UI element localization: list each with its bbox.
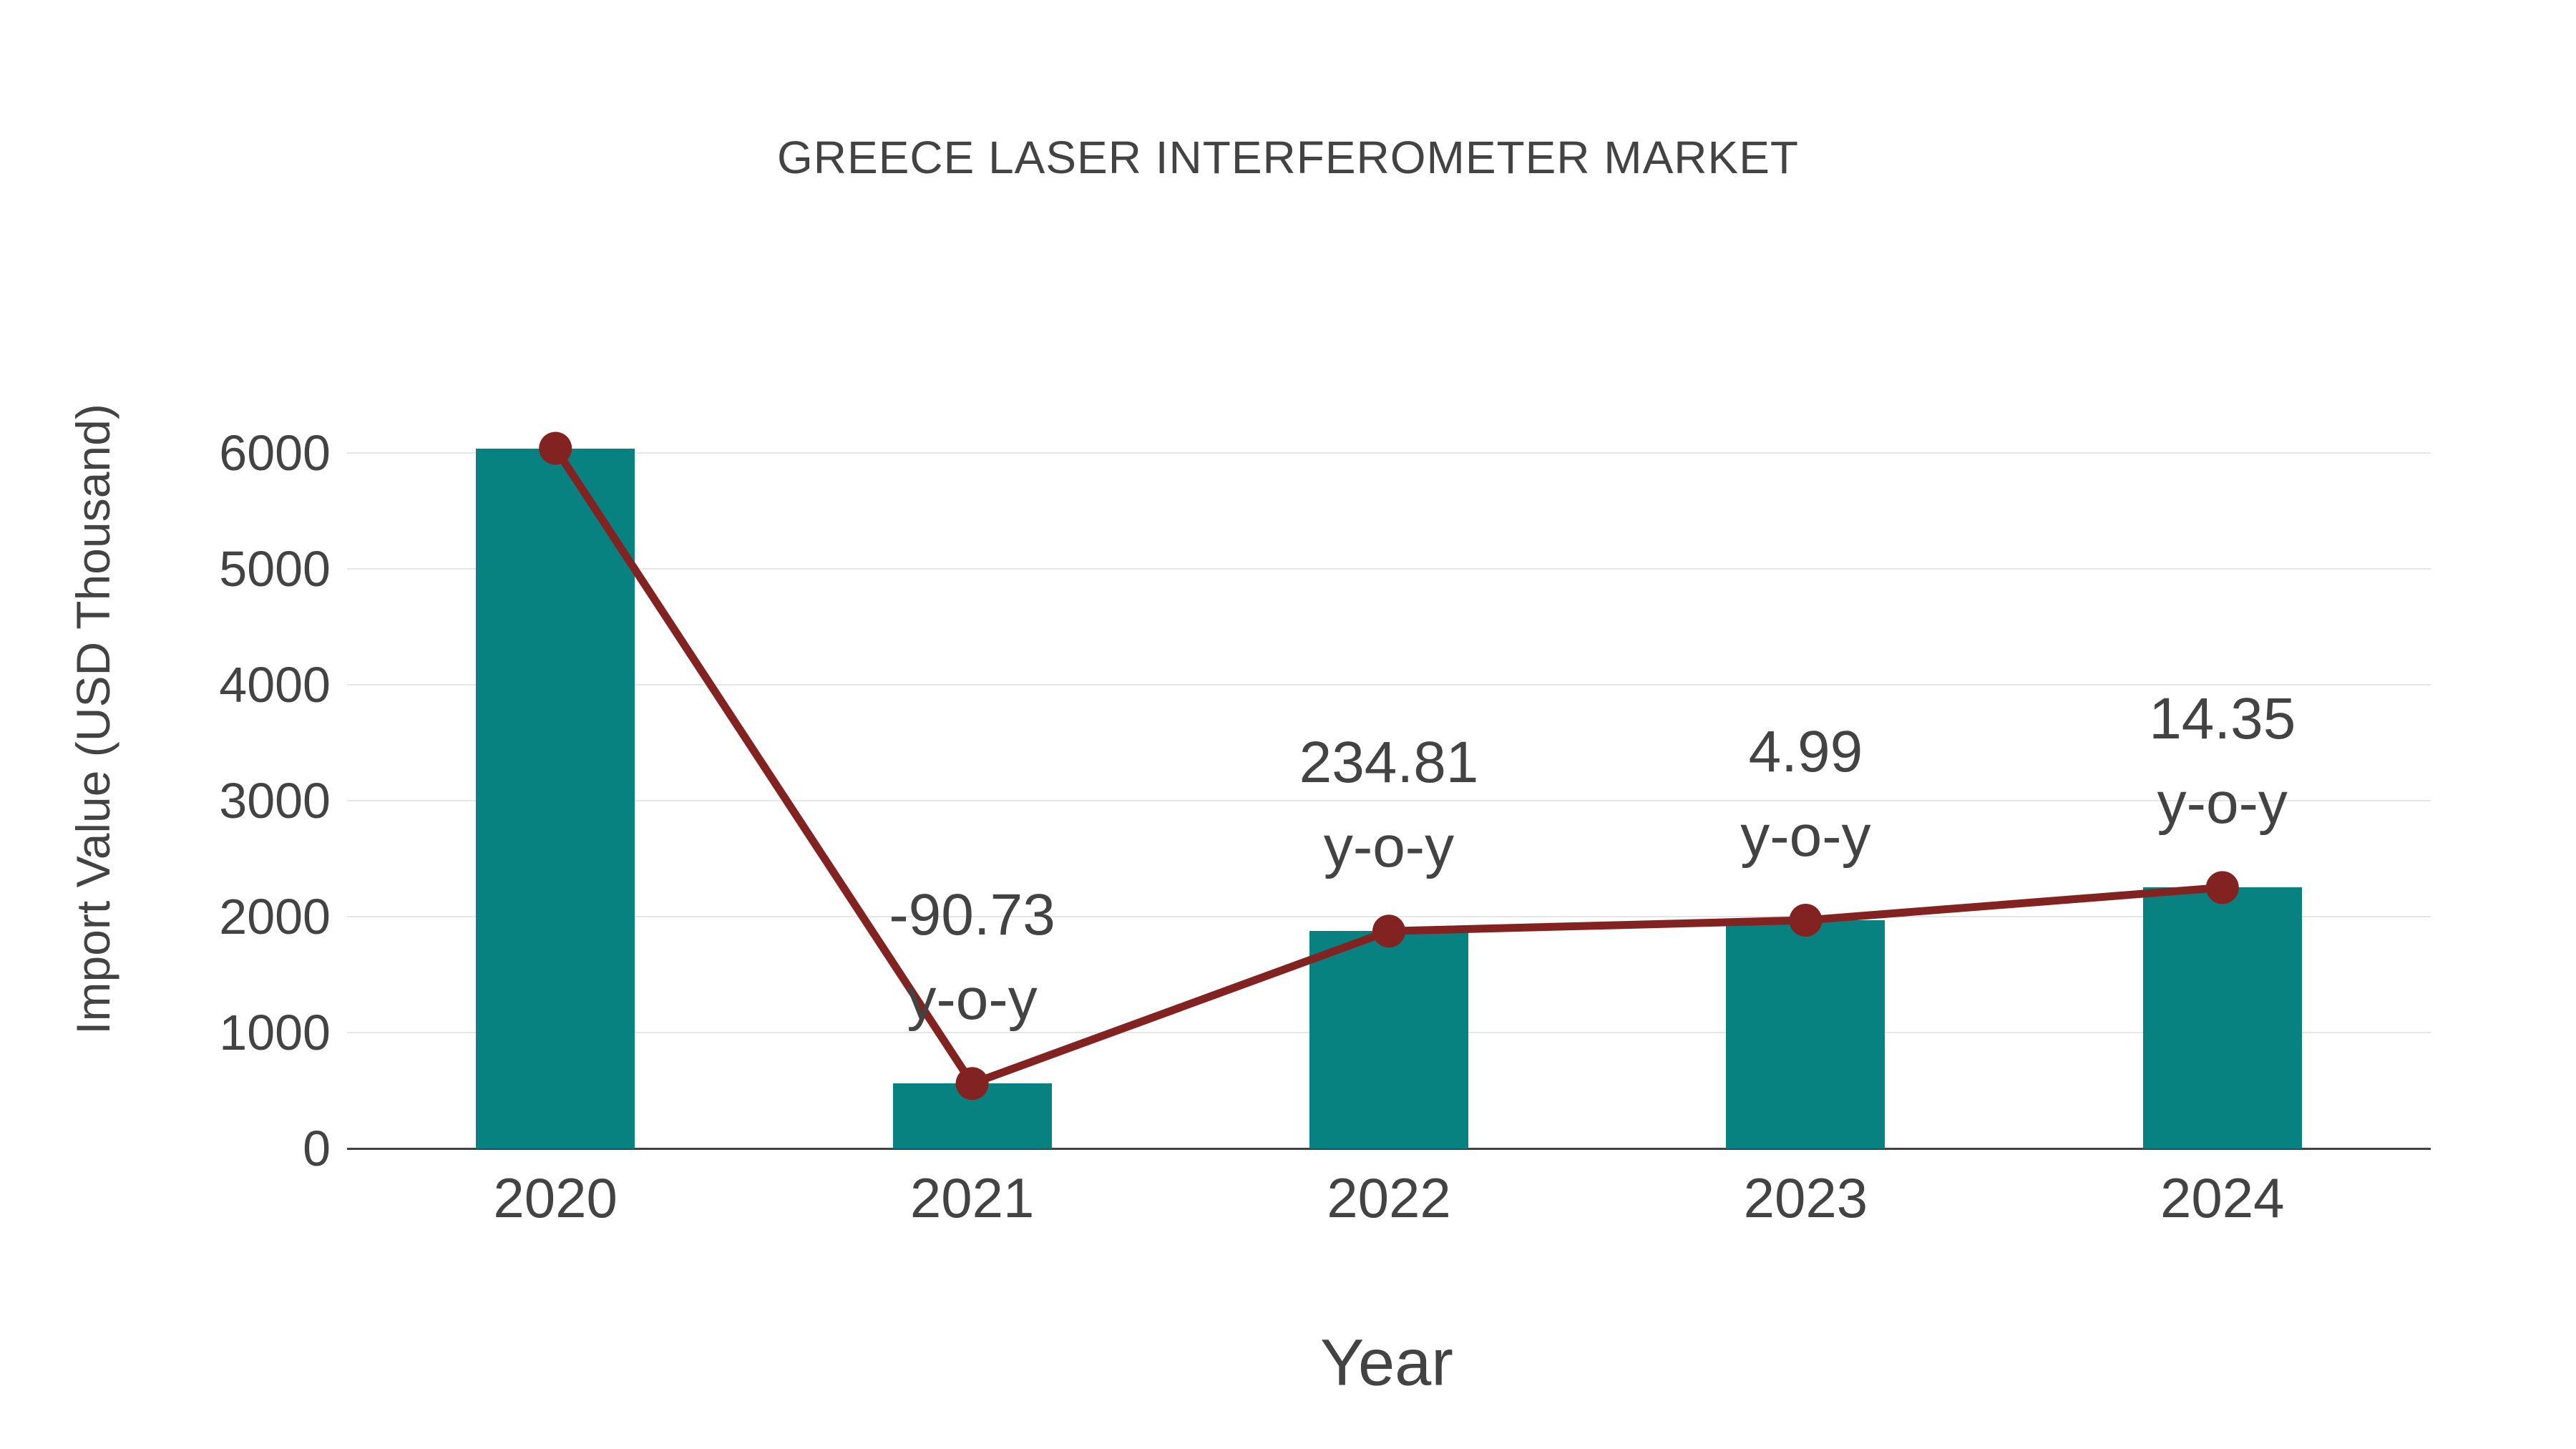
gridline [347,452,2431,454]
yoy-value: -90.73 [889,882,1055,948]
x-tick-label: 2022 [1327,1166,1451,1229]
yoy-label: y-o-y [1323,814,1455,880]
yoy-value: 4.99 [1748,719,1863,785]
yoy-annotation-2022: 234.81 y-o-y [1299,721,1479,889]
x-tick-label: 2024 [2160,1166,2285,1229]
y-tick-label: 0 [303,1121,331,1176]
x-tick-label: 2021 [909,1166,1035,1229]
x-tick-label: 2020 [493,1166,618,1229]
yoy-label: y-o-y [2157,771,2288,836]
bar-2020 [476,448,635,1148]
yoy-value: 14.35 [2149,686,2296,752]
x-axis-line [347,1148,2431,1150]
yoy-annotation-2023: 4.99 y-o-y [1740,710,1870,879]
y-tick-label: 3000 [219,773,331,829]
y-tick-label: 2000 [219,889,331,945]
bar-2022 [1309,931,1468,1148]
chart-title: GREECE LASER INTERFEROMETER MARKET [777,132,1799,183]
y-tick-label: 4000 [219,657,331,713]
bar-2024 [2142,887,2302,1148]
yoy-annotation-2021: -90.73 y-o-y [889,873,1055,1042]
gridline [347,916,2431,917]
yoy-annotation-2024: 14.35 y-o-y [2149,677,2296,846]
gridline [347,684,2431,686]
bar-2021 [892,1083,1052,1148]
bar-2023 [1726,920,1885,1148]
yoy-label: y-o-y [907,967,1038,1033]
y-tick-label: 1000 [219,1005,331,1060]
x-axis-title: Year [1320,1326,1453,1400]
x-tick-label: 2023 [1743,1166,1868,1229]
y-tick-label: 6000 [219,425,331,481]
gridline [347,568,2431,570]
y-tick-label: 5000 [219,541,331,597]
yoy-value: 234.81 [1299,730,1479,796]
yoy-label: y-o-y [1740,804,1871,869]
